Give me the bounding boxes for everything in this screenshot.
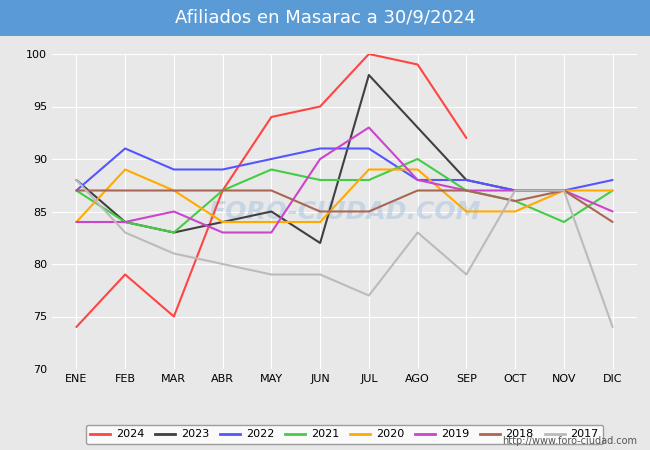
Text: FORO-CIUDAD.COM: FORO-CIUDAD.COM [208, 199, 481, 224]
Legend: 2024, 2023, 2022, 2021, 2020, 2019, 2018, 2017: 2024, 2023, 2022, 2021, 2020, 2019, 2018… [86, 425, 603, 444]
Text: http://www.foro-ciudad.com: http://www.foro-ciudad.com [502, 436, 637, 446]
Text: Afiliados en Masarac a 30/9/2024: Afiliados en Masarac a 30/9/2024 [175, 9, 475, 27]
